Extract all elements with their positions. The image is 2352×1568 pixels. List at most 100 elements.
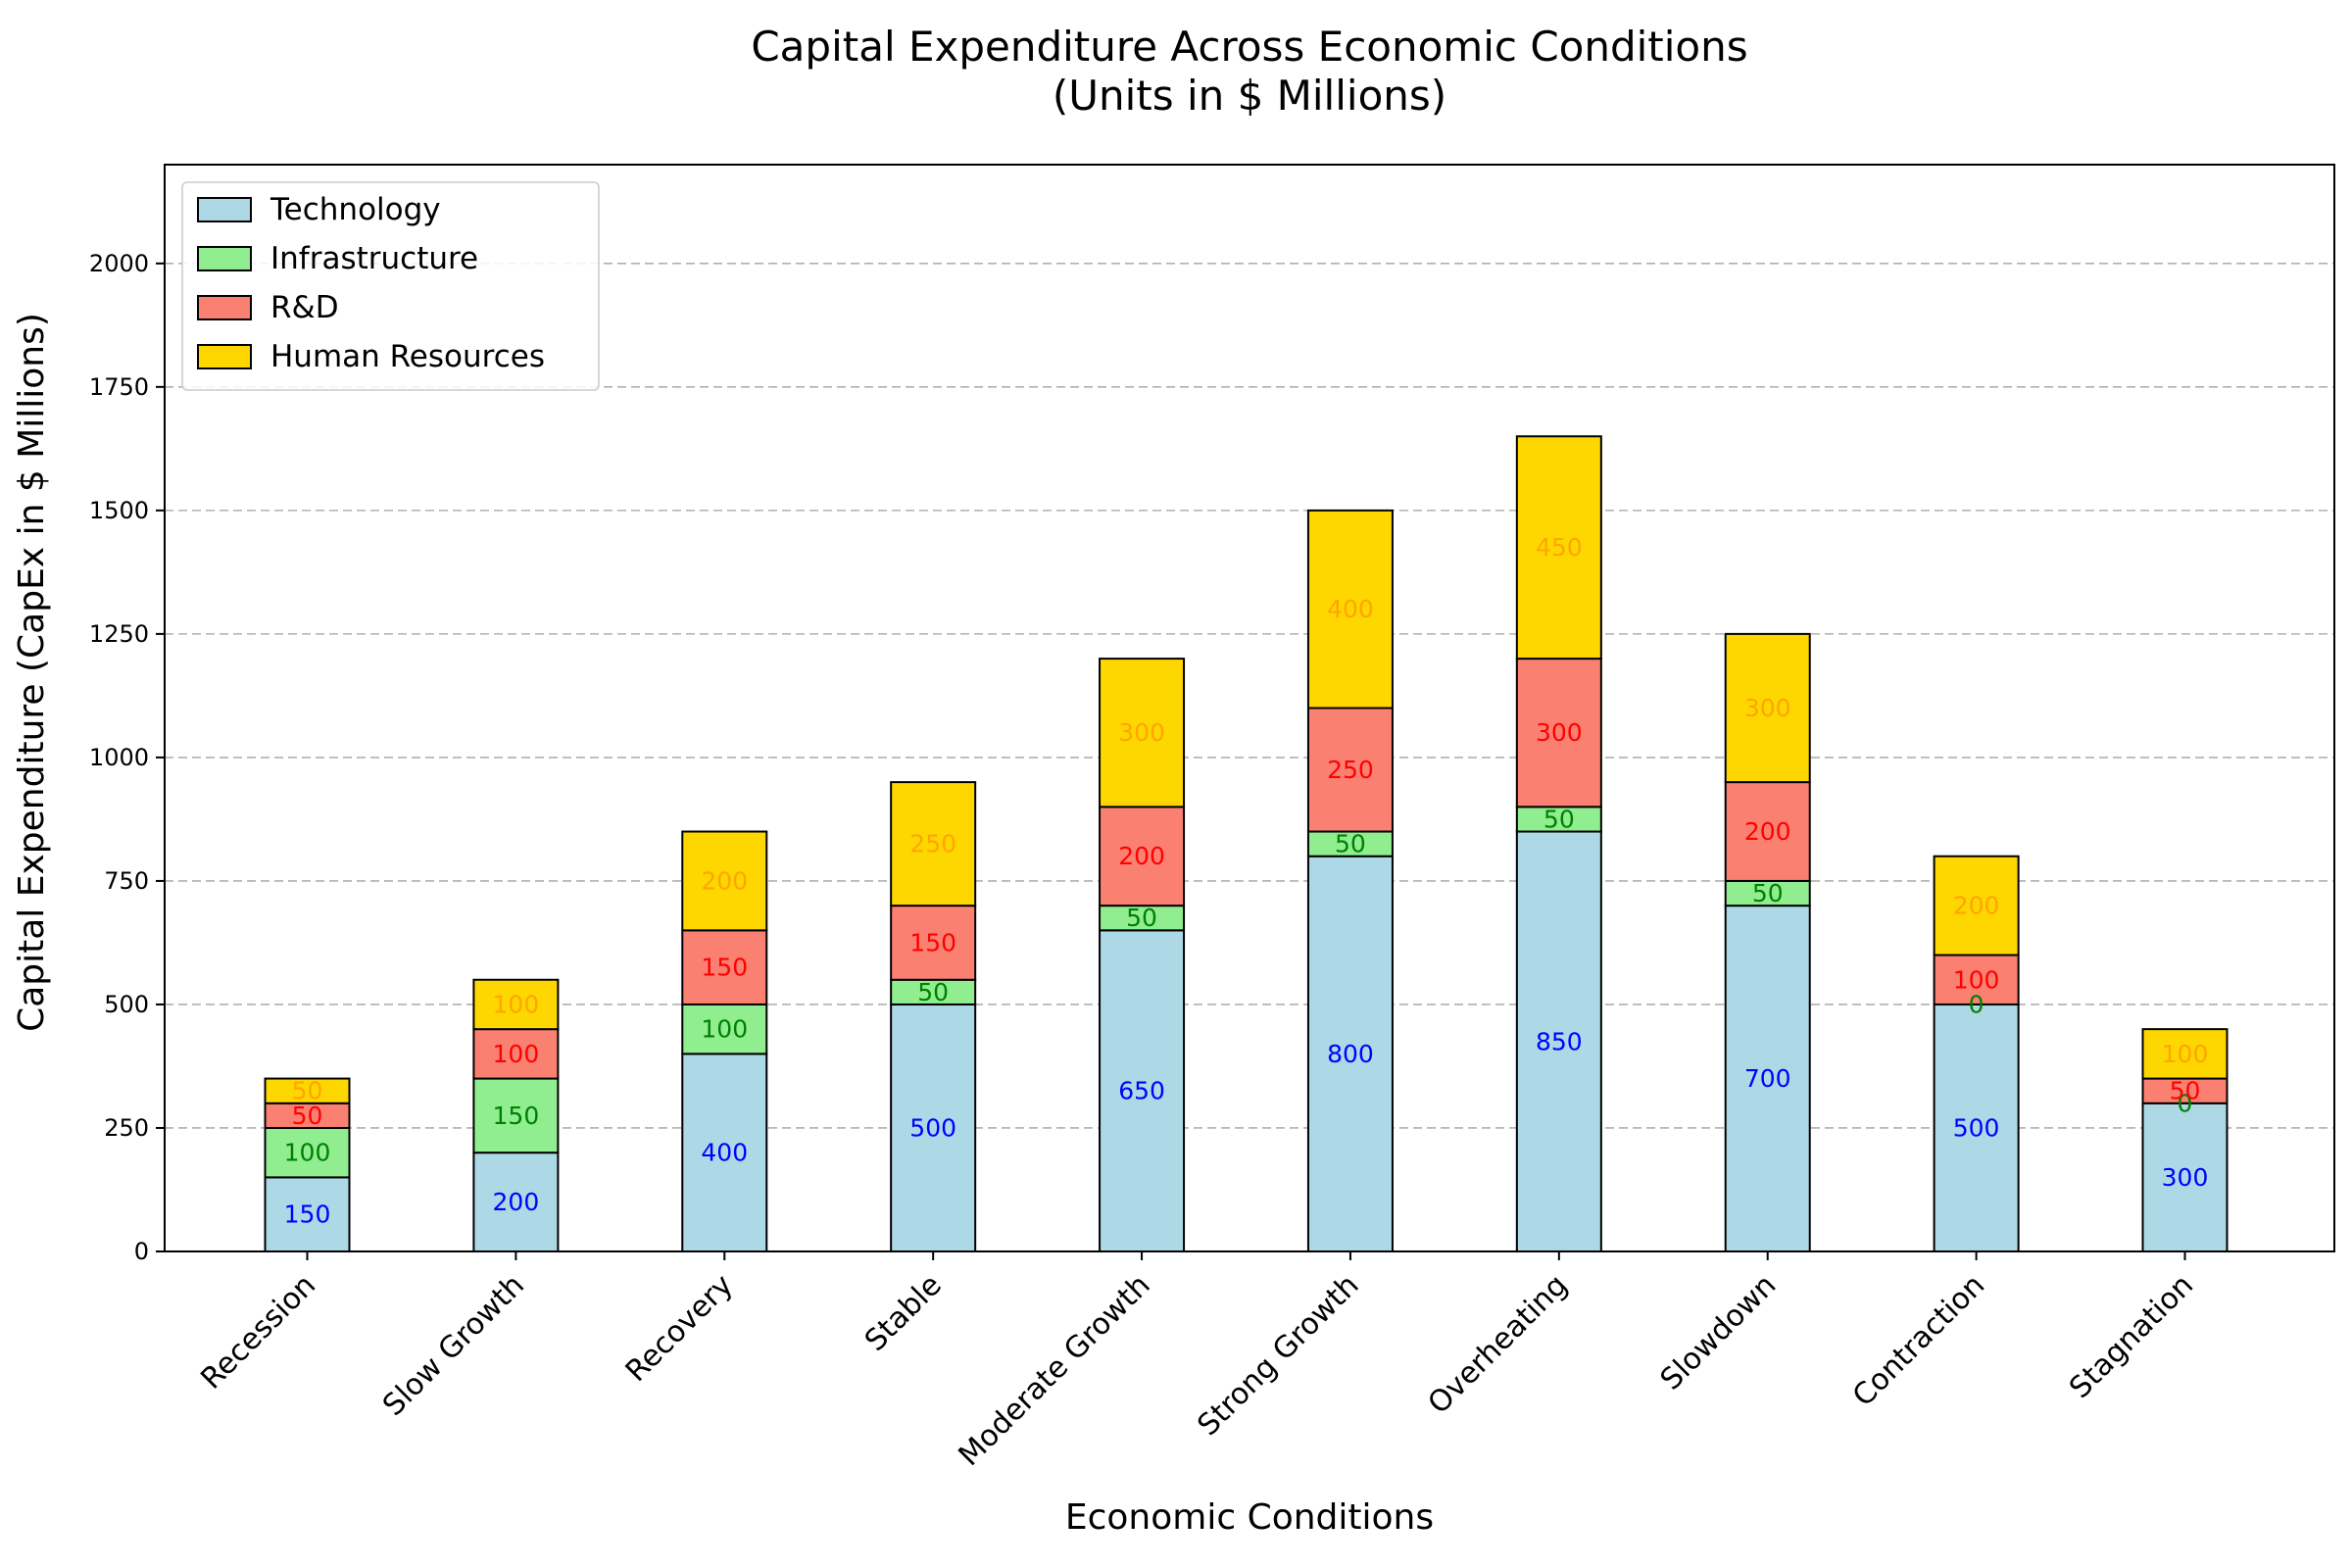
data-label: 500 xyxy=(909,1113,956,1142)
y-tick-label: 1500 xyxy=(89,497,149,524)
data-label: 450 xyxy=(1536,533,1583,562)
chart-subtitle: (Units in $ Millions) xyxy=(1053,72,1446,120)
x-tick-label: Stagnation xyxy=(2063,1268,2200,1405)
bar-segment xyxy=(890,781,977,907)
data-label: 300 xyxy=(1536,718,1583,747)
legend-box xyxy=(181,181,600,391)
data-label: 300 xyxy=(2162,1163,2209,1192)
data-label: 100 xyxy=(1953,965,2000,994)
legend-swatch xyxy=(197,295,252,320)
bar-segment xyxy=(472,1028,560,1080)
data-label: 50 xyxy=(292,1077,323,1105)
y-axis-label: Capital Expenditure (CapEx in $ Millions… xyxy=(12,313,52,1032)
plot-frame xyxy=(164,164,2335,1252)
data-label: 200 xyxy=(1118,842,1165,870)
legend-entry: Technology xyxy=(270,192,441,227)
data-label: 300 xyxy=(1118,718,1165,747)
bar-segment xyxy=(1306,855,1394,1253)
data-label: 100 xyxy=(493,1040,540,1068)
data-label: 650 xyxy=(1118,1077,1165,1105)
x-tick-label: Recovery xyxy=(619,1268,740,1389)
data-label: 100 xyxy=(284,1139,331,1167)
data-label: 150 xyxy=(701,954,748,982)
bar-segment xyxy=(1724,879,1811,907)
x-tick-label: Overheating xyxy=(1421,1268,1574,1421)
y-tick-label: 250 xyxy=(104,1114,149,1142)
bar-segment xyxy=(1724,632,1811,784)
data-label: 150 xyxy=(493,1102,540,1130)
x-tick-label: Moderate Growth xyxy=(953,1268,1157,1473)
data-label: 200 xyxy=(1953,892,2000,920)
bar-segment xyxy=(472,1077,560,1154)
data-label: 50 xyxy=(1544,805,1575,833)
x-tick-label: Slow Growth xyxy=(376,1268,531,1423)
data-label: 250 xyxy=(909,830,956,858)
y-tick-label: 500 xyxy=(104,991,149,1018)
data-label: 300 xyxy=(1744,694,1791,722)
bar-segment xyxy=(1099,806,1186,907)
y-tick-label: 2000 xyxy=(89,250,149,277)
bar-segment xyxy=(1306,509,1394,710)
bar-segment xyxy=(1515,830,1602,1252)
data-label: 850 xyxy=(1536,1027,1583,1055)
data-label: 200 xyxy=(1744,817,1791,846)
data-label: 200 xyxy=(701,866,748,895)
data-label: 800 xyxy=(1327,1040,1374,1068)
x-axis-label: Economic Conditions xyxy=(1065,1497,1434,1538)
data-label: 700 xyxy=(1744,1064,1791,1093)
y-tick-label: 750 xyxy=(104,867,149,895)
data-label: 50 xyxy=(917,978,949,1006)
bar-segment xyxy=(1306,707,1394,833)
y-tick-label: 1250 xyxy=(89,620,149,648)
bar-segment xyxy=(264,1126,351,1179)
bar-segment xyxy=(681,830,768,932)
bar-segment xyxy=(472,978,560,1031)
bar-segment xyxy=(890,905,977,981)
legend-swatch xyxy=(197,344,252,369)
data-label: 250 xyxy=(1327,756,1374,784)
data-label: 400 xyxy=(1327,595,1374,623)
x-tick-label: Contraction xyxy=(1846,1268,1991,1413)
bar-segment xyxy=(1724,781,1811,882)
bar-segment xyxy=(681,1003,768,1055)
bar-segment xyxy=(1099,658,1186,808)
legend-swatch xyxy=(197,246,252,271)
bar-segment xyxy=(890,1003,977,1253)
data-label: 150 xyxy=(284,1200,331,1229)
data-label: 50 xyxy=(2170,1077,2201,1105)
bar-segment xyxy=(264,1102,351,1129)
data-label: 50 xyxy=(1335,830,1366,858)
bar-segment xyxy=(1099,929,1186,1252)
x-tick-label: Strong Growth xyxy=(1191,1268,1365,1443)
data-label: 0 xyxy=(1969,990,1984,1018)
data-label: 150 xyxy=(909,928,956,956)
y-tick-label: 1000 xyxy=(89,744,149,771)
legend-swatch xyxy=(197,197,252,222)
x-tick-label: Recession xyxy=(194,1268,322,1396)
bar-segment xyxy=(2141,1028,2229,1080)
bar-segment xyxy=(1515,435,1602,661)
chart-title: Capital Expenditure Across Economic Cond… xyxy=(751,23,1747,71)
bar-segment xyxy=(890,978,977,1005)
x-tick-label: Stable xyxy=(858,1268,949,1358)
bar-segment xyxy=(472,1152,560,1252)
y-tick-label: 1750 xyxy=(89,373,149,401)
bar-segment xyxy=(1933,855,2020,956)
data-label: 400 xyxy=(701,1139,748,1167)
bar-segment xyxy=(1933,954,2020,1005)
legend-entry: Human Resources xyxy=(270,339,545,374)
bars xyxy=(264,435,2229,1253)
x-tick-label: Slowdown xyxy=(1654,1268,1784,1397)
legend: Technology Infrastructure R&D Human Resourc… xyxy=(181,181,600,391)
legend-entry: Infrastructure xyxy=(270,241,478,276)
data-label: 50 xyxy=(1752,879,1784,907)
legend-entry: R&D xyxy=(270,290,339,325)
data-label: 200 xyxy=(493,1188,540,1216)
data-label: 100 xyxy=(493,990,540,1018)
data-label: 500 xyxy=(1953,1113,2000,1142)
data-labels: 1501005050200150100100400100150200500501… xyxy=(284,533,2209,1229)
bar-segment xyxy=(264,1077,351,1104)
bar-segment xyxy=(2141,1077,2229,1104)
